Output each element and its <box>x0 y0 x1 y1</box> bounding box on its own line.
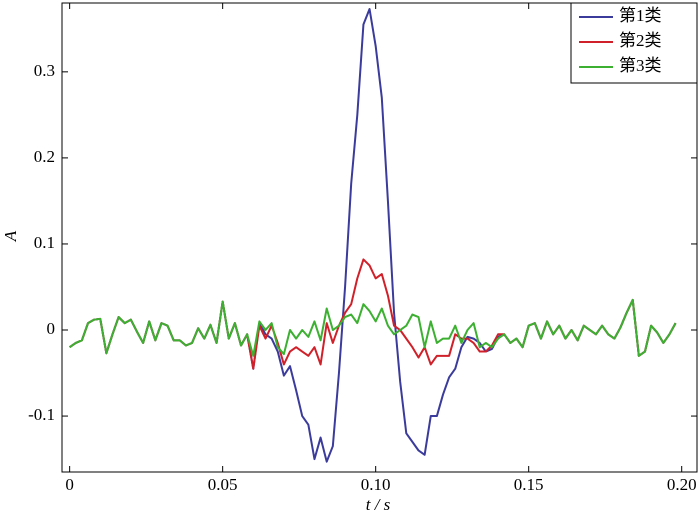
y-tick-label: 0 <box>47 319 56 338</box>
legend-label: 第3类 <box>619 56 662 75</box>
legend-label: 第1类 <box>619 6 662 25</box>
legend-label: 第2类 <box>619 31 662 50</box>
x-tick-label: 0 <box>65 475 74 494</box>
y-tick-label: -0.1 <box>28 405 55 424</box>
y-tick-label: 0.3 <box>34 61 55 80</box>
series-line <box>69 298 677 357</box>
x-tick-label: 0.10 <box>361 475 391 494</box>
x-axis-label: t / s <box>366 495 391 514</box>
plot-frame <box>61 2 698 473</box>
series-line <box>69 258 677 370</box>
x-tick-label: 0.15 <box>514 475 544 494</box>
y-tick-label: 0.1 <box>34 233 55 252</box>
x-tick-label: 0.05 <box>208 475 238 494</box>
x-tick-label: 0.20 <box>667 475 697 494</box>
y-tick-label: 0.2 <box>34 147 55 166</box>
y-axis-label: A <box>1 230 20 242</box>
